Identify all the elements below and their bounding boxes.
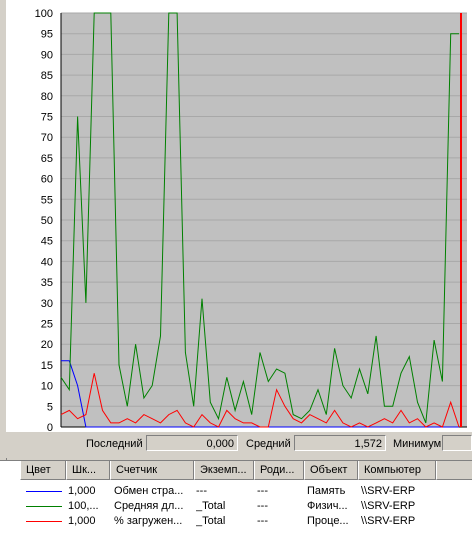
y-tick-label: 40 bbox=[41, 256, 53, 268]
chart-area: 100 95 90 85 80 75 70 65 60 55 50 45 40 35 30 25 20 15 10 5… bbox=[6, 0, 472, 432]
instance-cell: _Total bbox=[196, 515, 226, 527]
min-value bbox=[442, 435, 472, 451]
table-left-margin bbox=[0, 460, 20, 540]
color-swatch bbox=[26, 506, 62, 507]
performance-chart: 1009590858075706560555045403530252015105… bbox=[6, 0, 472, 432]
counter-cell: % загружен... bbox=[114, 515, 183, 527]
computer-cell: \\SRV-ERP bbox=[361, 515, 416, 527]
y-tick-label: 100 bbox=[35, 8, 53, 20]
y-tick-label: 15 bbox=[41, 360, 53, 372]
object-cell: Проце... bbox=[307, 515, 349, 527]
y-tick-label: 0 bbox=[47, 422, 53, 432]
y-tick-label: 5 bbox=[47, 401, 53, 413]
col-computer[interactable]: Компьютер bbox=[358, 461, 436, 480]
col-filler bbox=[436, 461, 472, 480]
object-cell: Память bbox=[307, 485, 346, 497]
stats-bar: Последний 0,000 Средний 1,572 Минимум bbox=[0, 432, 472, 458]
y-tick-label: 50 bbox=[41, 215, 53, 227]
col-color[interactable]: Цвет bbox=[20, 461, 66, 480]
y-tick-label: 65 bbox=[41, 153, 53, 165]
avg-label: Средний bbox=[246, 438, 291, 450]
y-tick-label: 80 bbox=[41, 91, 53, 103]
scale-cell: 1,000 bbox=[68, 515, 96, 527]
col-instance[interactable]: Экземп... bbox=[194, 461, 254, 480]
table-row[interactable]: 1,000 % загружен... _Total --- Проце... … bbox=[20, 514, 472, 529]
y-tick-label: 20 bbox=[41, 339, 53, 351]
instance-cell: --- bbox=[196, 485, 207, 497]
last-value: 0,000 bbox=[146, 435, 238, 451]
instance-cell: _Total bbox=[196, 500, 226, 512]
avg-value: 1,572 bbox=[294, 435, 386, 451]
min-label: Минимум bbox=[393, 438, 442, 450]
computer-cell: \\SRV-ERP bbox=[361, 485, 416, 497]
col-parent[interactable]: Роди... bbox=[254, 461, 304, 480]
series-line-3 bbox=[60, 373, 460, 428]
y-tick-label: 95 bbox=[41, 29, 53, 41]
last-label: Последний bbox=[86, 438, 143, 450]
series-line-2 bbox=[60, 12, 459, 424]
parent-cell: --- bbox=[257, 515, 268, 527]
y-tick-label: 30 bbox=[41, 298, 53, 310]
y-tick-label: 60 bbox=[41, 174, 53, 186]
y-tick-label: 75 bbox=[41, 112, 53, 124]
counter-cell: Средняя дл... bbox=[114, 500, 184, 512]
y-tick-label: 70 bbox=[41, 132, 53, 144]
counter-cell: Обмен стра... bbox=[114, 485, 184, 497]
table-row[interactable]: 1,000 Обмен стра... --- --- Память \\SRV… bbox=[20, 484, 472, 499]
parent-cell: --- bbox=[257, 485, 268, 497]
computer-cell: \\SRV-ERP bbox=[361, 500, 416, 512]
y-tick-label: 90 bbox=[41, 49, 53, 61]
col-counter[interactable]: Счетчик bbox=[110, 461, 194, 480]
scale-cell: 1,000 bbox=[68, 485, 96, 497]
y-tick-label: 10 bbox=[41, 381, 53, 393]
y-tick-label: 25 bbox=[41, 319, 53, 331]
y-tick-label: 55 bbox=[41, 194, 53, 206]
object-cell: Физич... bbox=[307, 500, 348, 512]
y-tick-label: 45 bbox=[41, 236, 53, 248]
scale-cell: 100,... bbox=[68, 500, 99, 512]
col-scale[interactable]: Шк... bbox=[66, 461, 110, 480]
table-header: Цвет Шк... Счетчик Экземп... Роди... Объ… bbox=[20, 461, 472, 480]
col-object[interactable]: Объект bbox=[304, 461, 358, 480]
counter-table[interactable]: Цвет Шк... Счетчик Экземп... Роди... Объ… bbox=[20, 460, 472, 540]
y-tick-label: 85 bbox=[41, 70, 53, 82]
color-swatch bbox=[26, 491, 62, 492]
parent-cell: --- bbox=[257, 500, 268, 512]
table-row[interactable]: 100,... Средняя дл... _Total --- Физич..… bbox=[20, 499, 472, 514]
y-tick-label: 35 bbox=[41, 277, 53, 289]
color-swatch bbox=[26, 521, 62, 522]
